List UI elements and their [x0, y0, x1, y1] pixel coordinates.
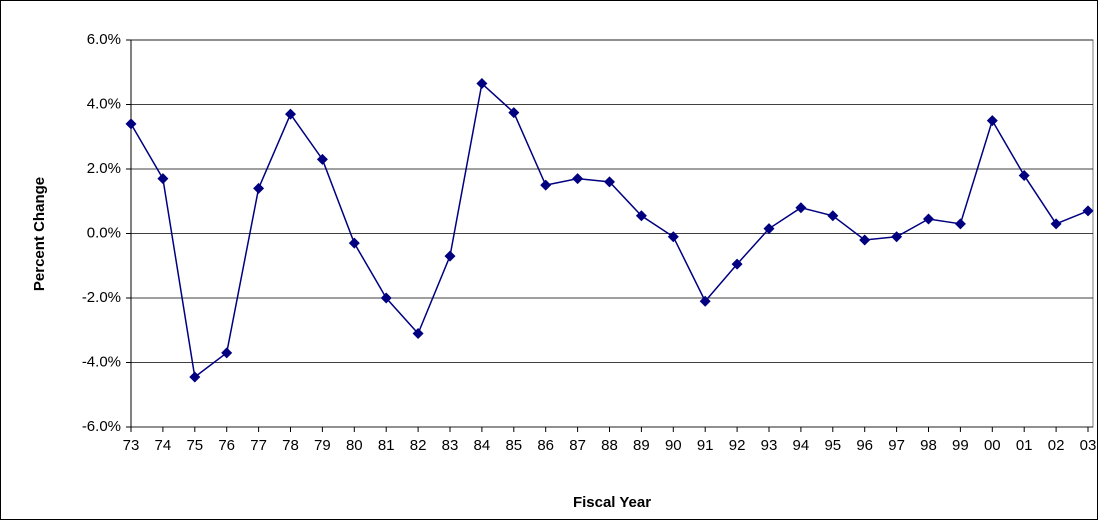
- data-point: [508, 107, 520, 119]
- x-tick-label: 82: [410, 437, 427, 454]
- x-tick-label: 01: [1016, 437, 1033, 454]
- x-tick-label: 78: [282, 437, 299, 454]
- data-point: [859, 234, 871, 246]
- x-tick-label: 95: [824, 437, 841, 454]
- y-tick-label: 0.0%: [87, 224, 121, 241]
- x-tick-label: 97: [888, 437, 905, 454]
- x-tick-label: 99: [952, 437, 969, 454]
- x-tick-label: 76: [218, 437, 235, 454]
- x-tick-label: 87: [569, 437, 586, 454]
- data-point: [285, 108, 296, 120]
- x-tick-label: 75: [186, 437, 203, 454]
- data-point: [699, 295, 711, 307]
- x-tick-label: 93: [761, 437, 778, 454]
- data-point: [125, 118, 137, 130]
- data-point: [157, 173, 169, 185]
- x-tick-label: 94: [793, 437, 810, 454]
- y-tick-label: 2.0%: [87, 160, 121, 177]
- x-tick-label: 73: [123, 437, 140, 454]
- data-point: [667, 231, 679, 243]
- data-point: [189, 371, 201, 383]
- x-tick-label: 77: [250, 437, 267, 454]
- data-point: [316, 153, 328, 165]
- y-axis-title: Percent Change: [31, 177, 48, 291]
- data-point: [221, 347, 233, 359]
- data-point: [827, 210, 839, 222]
- data-point: [795, 202, 807, 214]
- x-tick-label: 91: [697, 437, 714, 454]
- data-point: [1018, 169, 1030, 181]
- data-point: [540, 179, 552, 191]
- data-point: [1050, 218, 1062, 230]
- data-point: [763, 223, 775, 235]
- x-tick-label: 83: [442, 437, 459, 454]
- x-tick-label: 85: [505, 437, 522, 454]
- data-point: [572, 173, 584, 185]
- x-tick-label: 96: [856, 437, 873, 454]
- data-point: [635, 210, 647, 222]
- x-tick-label: 74: [155, 437, 172, 454]
- y-tick-label: -2.0%: [82, 289, 121, 306]
- x-tick-label: 86: [537, 437, 554, 454]
- x-tick-label: 80: [346, 437, 363, 454]
- x-tick-label: 98: [920, 437, 937, 454]
- data-point: [731, 258, 743, 270]
- data-point: [604, 176, 615, 188]
- data-point: [923, 213, 934, 225]
- data-point: [1082, 205, 1094, 217]
- y-tick-label: -6.0%: [82, 418, 121, 435]
- x-tick-label: 90: [665, 437, 682, 454]
- x-tick-label: 84: [474, 437, 491, 454]
- x-tick-label: 89: [633, 437, 650, 454]
- x-tick-label: 03: [1080, 437, 1097, 454]
- y-tick-label: 6.0%: [87, 31, 121, 48]
- x-axis-title: Fiscal Year: [573, 494, 651, 511]
- data-point: [954, 218, 966, 230]
- data-point: [380, 292, 392, 304]
- x-tick-label: 00: [984, 437, 1001, 454]
- data-point: [986, 115, 998, 127]
- data-point: [348, 237, 360, 249]
- x-tick-label: 81: [378, 437, 395, 454]
- data-point: [891, 231, 903, 243]
- y-tick-label: 4.0%: [87, 95, 121, 112]
- y-tick-label: -4.0%: [82, 353, 121, 370]
- data-point: [253, 182, 265, 194]
- x-tick-label: 02: [1048, 437, 1065, 454]
- x-tick-label: 79: [314, 437, 331, 454]
- data-point: [476, 78, 488, 90]
- x-tick-label: 92: [729, 437, 746, 454]
- x-tick-label: 88: [601, 437, 618, 454]
- data-point: [412, 327, 424, 339]
- data-point: [444, 250, 456, 262]
